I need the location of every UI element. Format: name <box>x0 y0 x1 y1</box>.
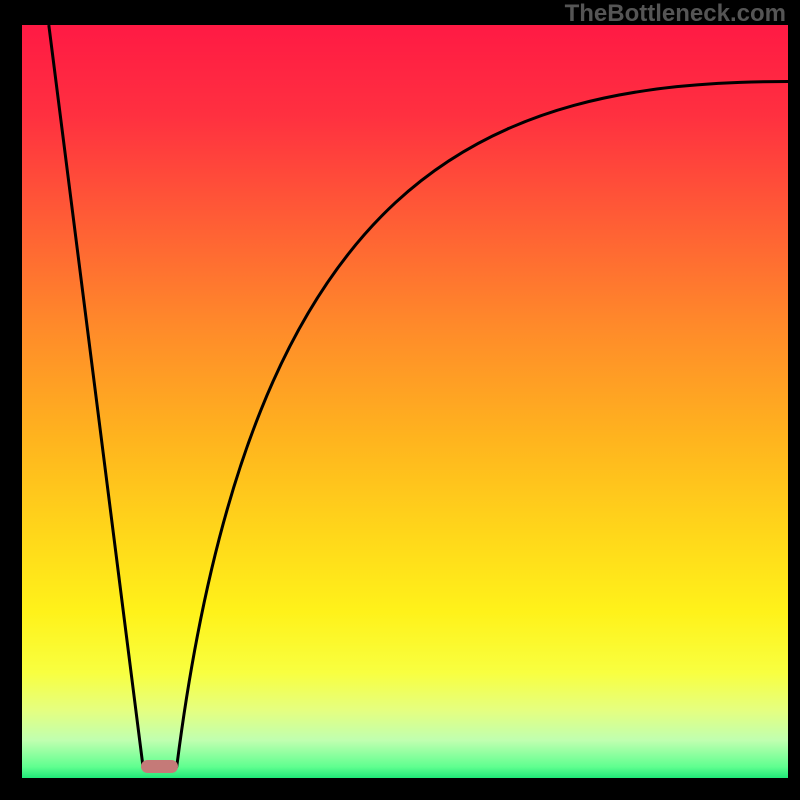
trough-marker <box>141 760 178 774</box>
plot-area <box>22 25 788 778</box>
watermark: TheBottleneck.com <box>565 0 786 28</box>
bottleneck-curve <box>22 25 788 778</box>
